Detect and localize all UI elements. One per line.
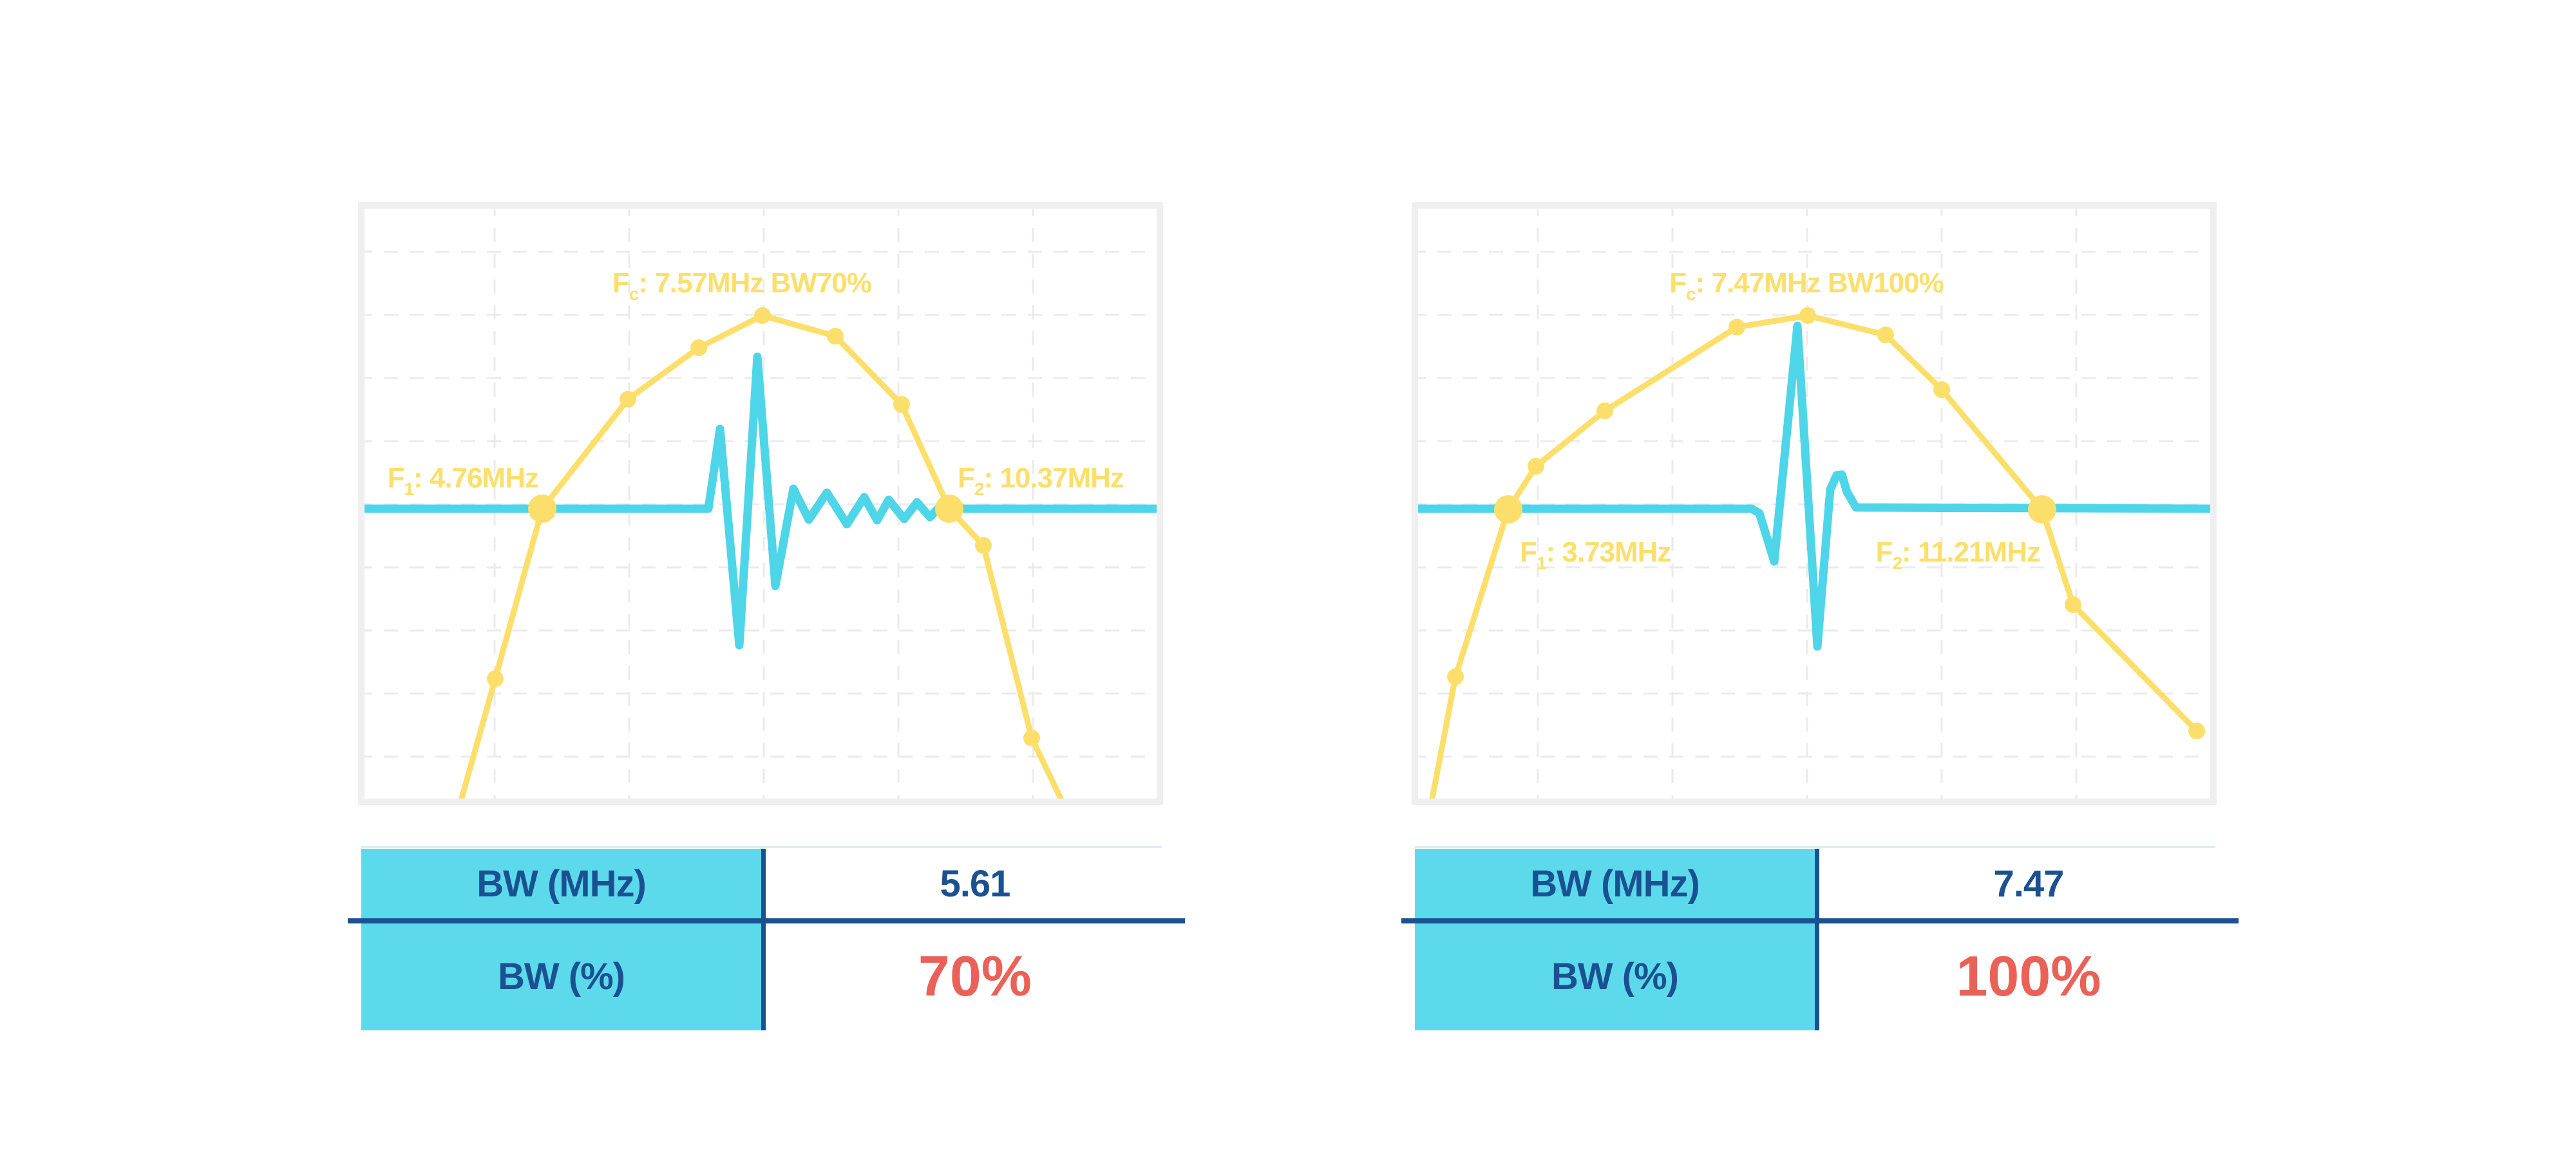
spectrum-chart-bw100: Fc: 7.47MHz BW100% F1: 3.73MHz F2: 11.21MH…: [1412, 202, 2217, 805]
bw-mhz-label: BW (MHz): [477, 862, 647, 905]
chart-panel-bw70: Fc: 7.57MHz BW70% F1: 4.76MHz F2: 10.37MHz…: [348, 202, 1195, 1046]
bw-table-100: BW (MHz) 7.47 BW (%) 100%: [1401, 846, 2249, 1046]
label-f2: F2: 10.37MHz: [958, 462, 1124, 499]
data-point-marker: [1728, 319, 1745, 336]
chart-panel-bw100: Fc: 7.47MHz BW100% F1: 3.73MHz F2: 11.21MH…: [1401, 202, 2249, 1046]
bw-percent-label: BW (%): [498, 955, 625, 998]
data-point-marker: [2188, 723, 2205, 739]
table-divider-horizontal: [1401, 918, 2239, 923]
label-fc: Fc: 7.57MHz BW70%: [612, 267, 871, 304]
table-header-background: [1415, 849, 1817, 1030]
data-point-marker: [754, 307, 771, 324]
data-point-marker: [975, 537, 992, 554]
data-point-marker: [1933, 381, 1950, 398]
table-topline: [361, 846, 1162, 848]
bandwidth-edge-marker: [2028, 495, 2056, 524]
table-divider-vertical: [1815, 849, 1819, 1030]
data-point-marker: [893, 396, 910, 413]
data-point-marker: [1799, 307, 1816, 324]
label-fc: Fc: 7.47MHz BW100%: [1669, 267, 1943, 304]
data-point-marker: [487, 670, 504, 687]
table-topline: [1415, 846, 2215, 848]
data-point-marker: [1023, 730, 1040, 746]
data-point-marker: [690, 339, 707, 356]
spectrum-chart-svg-bw70: Fc: 7.57MHz BW70% F1: 4.76MHz F2: 10.37MHz: [358, 202, 1163, 805]
bw-mhz-value: 5.61: [940, 862, 1011, 905]
bw-table-70: BW (MHz) 5.61 BW (%) 70%: [348, 846, 1195, 1046]
bw-percent-label: BW (%): [1551, 955, 1679, 998]
data-point-marker: [1596, 402, 1613, 419]
data-point-marker: [620, 391, 636, 408]
bw-mhz-label: BW (MHz): [1530, 862, 1700, 905]
rf-pulse-waveform: [358, 352, 1163, 650]
data-point-marker: [1447, 668, 1464, 685]
table-divider-vertical: [761, 849, 766, 1030]
data-point-marker: [1877, 326, 1894, 343]
table-header-background: [361, 849, 763, 1030]
bandwidth-edge-marker: [1494, 495, 1522, 524]
label-f1: F1: 3.73MHz: [1520, 536, 1671, 573]
rf-pulse-waveform: [1412, 321, 2217, 651]
table-divider-horizontal: [348, 918, 1185, 923]
spectrum-chart-svg-bw100: Fc: 7.47MHz BW100% F1: 3.73MHz F2: 11.21MH…: [1412, 202, 2217, 805]
bandwidth-edge-marker: [935, 495, 963, 523]
spectrum-chart-bw70: Fc: 7.57MHz BW70% F1: 4.76MHz F2: 10.37MHz: [358, 202, 1163, 805]
bw-percent-value: 70%: [918, 944, 1032, 1008]
frequency-spectrum-curve: [1428, 312, 2200, 805]
bw-percent-value: 100%: [1956, 944, 2101, 1008]
label-f1: F1: 4.76MHz: [388, 462, 538, 499]
frequency-spectrum-curve: [457, 312, 1067, 805]
label-f2: F2: 11.21MHz: [1876, 536, 2040, 573]
bandwidth-edge-marker: [528, 495, 556, 523]
bw-mhz-value: 7.47: [1993, 862, 2065, 905]
data-point-marker: [1528, 458, 1544, 475]
data-point-marker: [2065, 596, 2081, 613]
data-point-marker: [827, 328, 844, 345]
